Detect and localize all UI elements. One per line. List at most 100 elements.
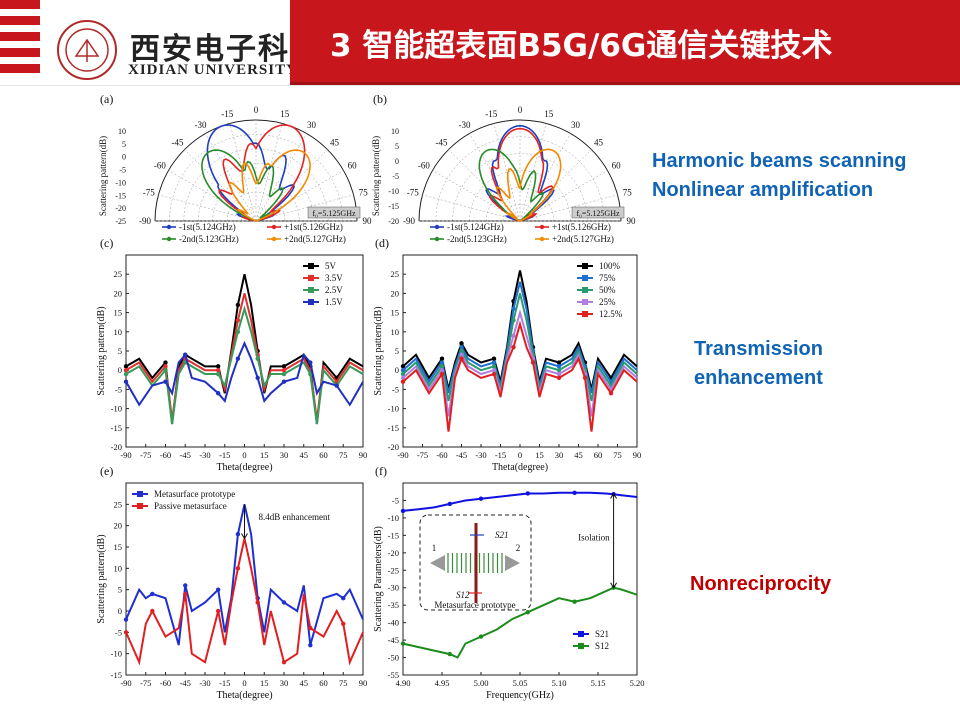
data-point	[163, 360, 168, 365]
radial-tick-label: -5	[119, 166, 126, 175]
legend-marker	[434, 224, 440, 230]
line-chart-e: (e) -90 -75 -60 -45 -30 -15 0 15 30 45 60 75 90 25 20 15…	[96, 464, 367, 701]
line-chart-d: (d) -90 -75 -60 -45 -30 -15 0 15 30 45 60 75 90 25 20 15…	[373, 236, 641, 473]
x-tick-label: -90	[397, 450, 408, 460]
x-axis-label: Theta(degree)	[216, 690, 272, 701]
data-point	[400, 368, 406, 373]
x-tick-label: 15	[535, 450, 544, 460]
legend-label: 1.5V	[325, 297, 343, 307]
plot-frame	[125, 254, 364, 448]
data-point	[511, 306, 516, 311]
y-tick-label: 25	[114, 499, 123, 509]
x-tick-label: 5.20	[630, 678, 645, 688]
radial-tick-label: -10	[388, 187, 399, 196]
series-line	[125, 504, 364, 646]
angle-tick-label: 45	[330, 138, 340, 148]
line-chart-c: (c) -90 -75 -60 -45 -30 -15 0 15 30 45 60 75 90 25 20 15…	[96, 236, 367, 473]
x-tick-label: 90	[633, 450, 642, 460]
angle-tick-label: -75	[143, 187, 155, 197]
data-point	[235, 356, 241, 361]
data-point	[123, 617, 129, 622]
y-axis-label: Scattering pattern(dB)	[373, 306, 384, 395]
y-tick-label: 20	[114, 288, 123, 298]
legend-marker	[308, 275, 314, 281]
legend-marker	[582, 299, 588, 305]
angle-tick-label: 0	[254, 105, 259, 115]
data-point	[556, 375, 562, 381]
angle-tick-label: 75	[623, 187, 633, 197]
data-point	[281, 364, 287, 369]
x-tick-label: -90	[120, 450, 131, 460]
data-point	[281, 379, 287, 384]
x-axis-label: Theta(degree)	[216, 462, 272, 473]
legend-marker	[582, 287, 588, 293]
angle-tick-label: -90	[139, 216, 151, 226]
angle-tick-label: -30	[459, 120, 471, 130]
data-point	[163, 379, 168, 384]
radial-tick-label: 10	[391, 127, 399, 136]
x-tick-label: 15	[260, 678, 269, 688]
series-line	[402, 586, 638, 659]
series-line	[402, 308, 638, 417]
legend-marker	[166, 236, 172, 242]
angle-tick-label: -90	[403, 216, 415, 226]
x-tick-label: -30	[199, 450, 210, 460]
arrow-head	[241, 533, 248, 540]
angle-tick-label: -30	[195, 120, 207, 130]
harmonic-line2: Nonlinear amplification	[652, 179, 874, 201]
inset-caption: Metasurface prototype	[434, 600, 515, 610]
x-tick-label: 75	[339, 450, 348, 460]
series-line	[402, 320, 638, 432]
data-point	[608, 391, 614, 396]
legend-marker	[166, 224, 172, 230]
data-point	[459, 356, 464, 361]
polar-series-line	[495, 148, 562, 222]
legend-label: -2nd(5.123GHz)	[447, 234, 507, 244]
x-tick-label: 4.95	[435, 678, 450, 688]
data-point	[530, 360, 536, 365]
y-tick-label: -10	[388, 513, 399, 523]
polar-ring	[169, 134, 343, 222]
data-point	[123, 368, 129, 373]
angle-tick-label: -15	[221, 109, 233, 119]
y-tick-label: -20	[111, 442, 122, 452]
data-point	[215, 364, 221, 369]
legend-label: -1st(5.124GHz)	[447, 222, 504, 232]
radial-tick-label: 5	[395, 142, 399, 151]
polar-ring	[435, 136, 605, 222]
data-point	[281, 600, 287, 605]
data-point	[308, 360, 313, 365]
legend-label: 25%	[599, 297, 616, 307]
x-axis-label: Theta(degree)	[492, 462, 548, 473]
legend-label: 75%	[599, 273, 616, 283]
polar-spoke	[469, 133, 521, 222]
x-tick-label: 0	[242, 678, 246, 688]
polar-ylabel: Scattering pattern(dB)	[371, 136, 381, 216]
y-tick-label: 0	[118, 365, 122, 375]
y-tick-label: 15	[391, 308, 400, 318]
radial-tick-label: -5	[392, 172, 399, 181]
legend-marker	[582, 311, 588, 317]
x-tick-label: -60	[160, 450, 171, 460]
decorative-stripes	[0, 0, 40, 90]
y-axis-label: Scattering Parameters(dB)	[373, 526, 384, 632]
polar-spoke	[255, 149, 328, 222]
polar-chart-b: (b)-90-75-60-45-30-15 0 1530456075901050-5…	[371, 92, 636, 244]
y-tick-label: -5	[115, 384, 122, 394]
angle-tick-label: 60	[612, 161, 622, 171]
angle-tick-label: 0	[518, 105, 523, 115]
data-point	[123, 379, 129, 384]
angle-tick-label: 90	[363, 216, 373, 226]
data-point	[400, 641, 406, 646]
angle-tick-label: 90	[627, 216, 637, 226]
line-chart-f: (f) 4.90 4.95 5.00 5.05 5.10 5.15 5.20 -5 -10 -15 -…	[373, 464, 644, 701]
data-point	[511, 344, 516, 350]
nonreciprocity-annotation: Nonreciprocity	[690, 573, 832, 595]
inset-s21-label: S21	[495, 530, 509, 540]
x-tick-label: -75	[140, 678, 151, 688]
x-tick-label: -30	[475, 450, 486, 460]
data-point	[215, 587, 221, 592]
legend-label: 12.5%	[599, 309, 623, 319]
y-tick-label: 20	[114, 521, 123, 531]
radial-tick-label: -20	[115, 204, 126, 213]
